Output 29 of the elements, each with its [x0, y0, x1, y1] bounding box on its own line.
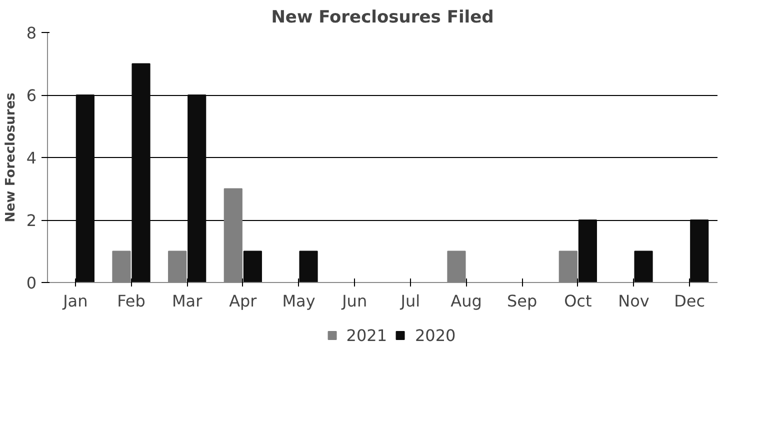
- y-tick-label: 6: [26, 86, 37, 105]
- y-axis-title: New Foreclosures: [3, 92, 18, 222]
- bar: [299, 250, 318, 282]
- x-tick-label: Jan: [62, 292, 88, 310]
- y-tick-label: 8: [26, 24, 37, 42]
- x-tick-label: Jun: [341, 292, 368, 310]
- bar: [132, 63, 150, 282]
- bar: [243, 250, 262, 282]
- bar: [690, 220, 709, 282]
- bar: [188, 94, 206, 282]
- x-tick-label: Feb: [117, 292, 146, 310]
- x-tick-label: Oct: [564, 292, 592, 310]
- y-tick-label: 0: [26, 274, 37, 292]
- bar: [578, 220, 597, 282]
- bar: [634, 250, 653, 282]
- chart-title: New Foreclosures Filed: [271, 8, 494, 28]
- x-tick-label: May: [282, 292, 316, 310]
- x-tick-label: Jul: [400, 292, 420, 310]
- bar: [76, 94, 94, 282]
- x-tick-label: Aug: [450, 292, 482, 310]
- y-tick-label: 2: [26, 211, 37, 230]
- x-tick-label: Apr: [229, 292, 258, 310]
- x-tick-label: Nov: [618, 292, 650, 310]
- legend-label: 2020: [415, 326, 456, 344]
- legend-label: 2021: [346, 326, 387, 344]
- y-tick-label: 4: [26, 148, 37, 168]
- x-tick-label: Sep: [507, 292, 538, 310]
- x-tick-label: Mar: [172, 292, 203, 310]
- x-tick-label: Dec: [674, 292, 706, 310]
